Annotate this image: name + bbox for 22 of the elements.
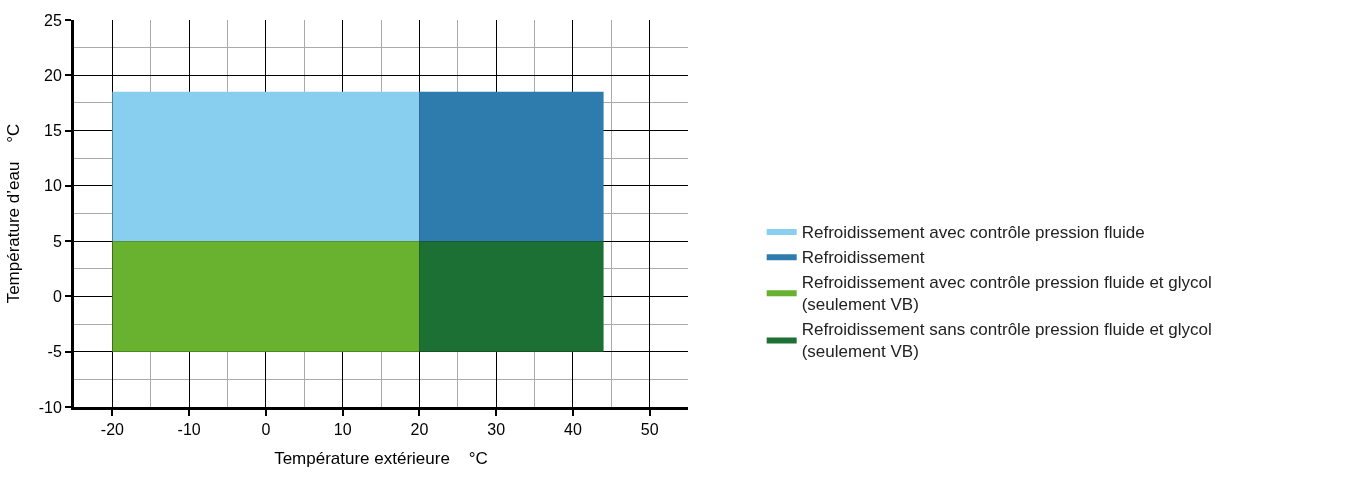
legend-label: Refroidissement avec contrôle pression fluide et glycol (seulement VB) xyxy=(801,272,1212,314)
x-tick-label: 0 xyxy=(261,421,271,439)
x-tick-label: -20 xyxy=(100,421,125,439)
legend-label: Refroidissement avec contrôle pression fluide xyxy=(801,222,1145,242)
x-axis-title: Température extérieure °C xyxy=(274,448,488,468)
legend-label: Refroidissement sans contrôle pression fluide et glycol (seulement VB) xyxy=(801,320,1212,362)
y-tick-label: 20 xyxy=(44,66,62,84)
x-tick-label: 50 xyxy=(640,421,659,439)
y-tick-label: 25 xyxy=(44,11,62,29)
y-axis-title: Température d’eau °C xyxy=(4,123,24,304)
x-tick-label: 20 xyxy=(410,421,429,439)
y-tick-label: 15 xyxy=(44,122,62,140)
y-tick-label: 0 xyxy=(52,288,62,306)
y-tick-label: -5 xyxy=(47,343,62,361)
y-tick-label: 5 xyxy=(52,232,62,250)
y-tick-label: 10 xyxy=(44,177,62,195)
x-tick-label: 10 xyxy=(333,421,352,439)
legend-label: Refroidissement xyxy=(801,247,925,267)
y-tick-label: -10 xyxy=(38,398,62,416)
x-tick-label: -10 xyxy=(177,421,201,439)
x-tick-label: 40 xyxy=(563,421,582,439)
x-tick-label: 30 xyxy=(487,421,506,439)
